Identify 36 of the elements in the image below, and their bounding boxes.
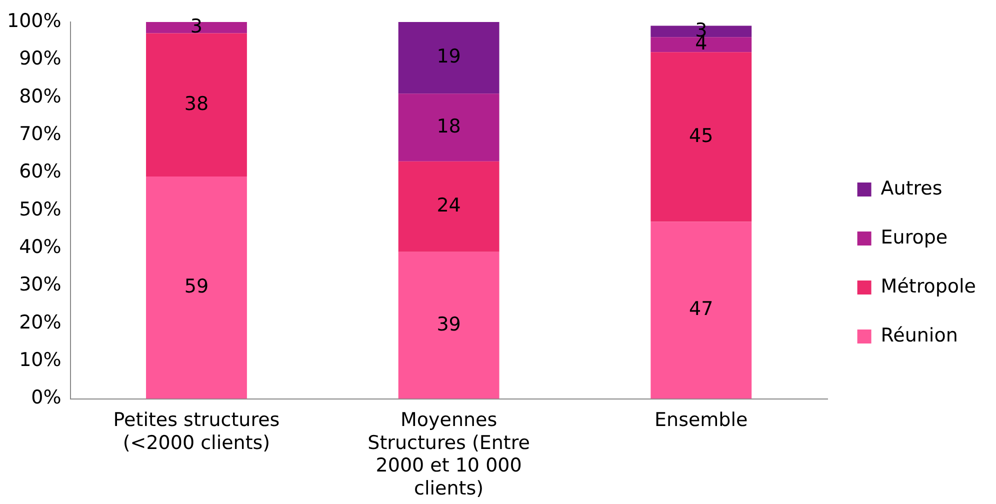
data-label: 38 bbox=[184, 92, 209, 115]
y-tick-label: 50% bbox=[19, 198, 62, 220]
y-tick-label: 80% bbox=[19, 85, 62, 108]
data-label: 18 bbox=[436, 115, 461, 138]
y-tick-label: 10% bbox=[19, 349, 62, 372]
y-tick-label: 60% bbox=[19, 160, 62, 183]
x-tick-label: Ensemble bbox=[654, 409, 748, 432]
data-label: 3 bbox=[190, 16, 203, 38]
bar bbox=[398, 94, 500, 162]
y-tick-label: 30% bbox=[19, 274, 62, 296]
y-tick-label: 0% bbox=[31, 386, 62, 409]
data-label: 45 bbox=[689, 124, 714, 147]
bar bbox=[650, 52, 752, 222]
y-tick-label: 70% bbox=[19, 122, 62, 145]
bar bbox=[398, 252, 500, 399]
data-label: 19 bbox=[436, 46, 461, 68]
legend-label: Autres bbox=[880, 177, 942, 200]
data-label: 59 bbox=[184, 276, 209, 298]
bar bbox=[398, 22, 500, 94]
y-tick-label: 100% bbox=[6, 10, 62, 32]
data-label: 24 bbox=[436, 194, 461, 217]
legend-label: Europe bbox=[880, 226, 948, 248]
bar bbox=[650, 37, 752, 52]
bar bbox=[146, 33, 247, 176]
y-tick-label: 20% bbox=[19, 311, 62, 334]
bar bbox=[398, 161, 500, 252]
legend-label: Métropole bbox=[880, 275, 976, 298]
x-tick-label: Petites structures (<2000 clients) bbox=[113, 409, 280, 454]
data-label: 47 bbox=[689, 298, 714, 320]
bar bbox=[650, 222, 752, 399]
y-tick-label: 40% bbox=[19, 236, 62, 258]
x-tick-label: Moyennes Structures (Entre 2000 et 10 000 clients) bbox=[368, 409, 530, 500]
legend-label: Réunion bbox=[880, 324, 958, 346]
bar bbox=[146, 176, 247, 399]
data-label: 39 bbox=[436, 313, 461, 336]
y-tick-label: 90% bbox=[19, 48, 62, 70]
